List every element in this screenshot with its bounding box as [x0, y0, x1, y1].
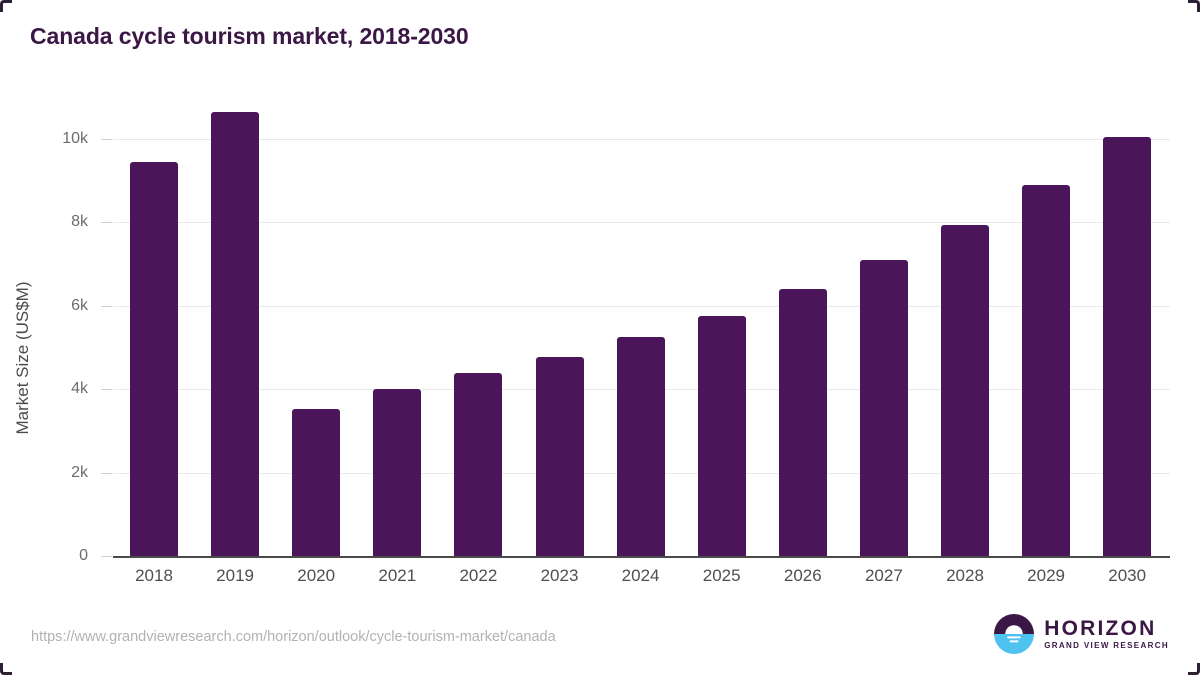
bar-2020[interactable] [292, 408, 341, 556]
bar-2028[interactable] [941, 224, 989, 556]
gridline [113, 305, 1170, 307]
bar-2021[interactable] [373, 388, 422, 556]
y-axis-tick-mark [101, 472, 112, 474]
gridline [113, 222, 1170, 224]
y-axis-tick-mark [101, 139, 112, 140]
gridline [113, 139, 1170, 140]
bar-2023[interactable] [535, 357, 584, 556]
y-axis-tick-label: 0 [79, 547, 88, 564]
x-axis-tick-label-2021: 2021 [378, 566, 417, 585]
x-axis-tick-label-2026: 2026 [783, 566, 822, 585]
x-axis-tick-label-2024: 2024 [621, 566, 660, 585]
horizon-logo-text: HORIZON GRAND VIEW RESEARCH [1044, 618, 1169, 650]
y-axis-tick-label: 8k [71, 213, 88, 231]
x-axis-tick-label-2030: 2030 [1108, 566, 1147, 585]
y-axis-tick-mark [101, 389, 112, 391]
horizon-logo-icon [994, 614, 1035, 654]
x-axis-tick-label-2029: 2029 [1027, 566, 1065, 585]
x-axis-tick-label-2028: 2028 [946, 566, 984, 585]
bar-2025[interactable] [697, 315, 746, 556]
bar-2029[interactable] [1022, 184, 1071, 556]
source-url[interactable]: https://www.grandviewresearch.com/horizo… [31, 629, 556, 645]
x-axis-tick-label-2020: 2020 [297, 566, 336, 585]
frame-corner-top-right [1188, 0, 1200, 12]
logo-tagline: GRAND VIEW RESEARCH [1044, 641, 1169, 650]
page-title: Canada cycle tourism market, 2018-2030 [30, 23, 469, 49]
x-axis-tick-label-2027: 2027 [864, 566, 903, 585]
bar-2018[interactable] [130, 161, 178, 556]
bar-2019[interactable] [211, 111, 260, 556]
y-axis-tick-label: 10k [62, 130, 88, 147]
bar-2022[interactable] [454, 372, 503, 556]
y-axis-tick-mark [101, 305, 112, 307]
x-axis-line [113, 556, 1170, 558]
bar-2024[interactable] [616, 337, 665, 556]
x-axis-tick-label-2023: 2023 [540, 566, 579, 585]
y-axis-tick-mark [101, 222, 112, 224]
plot-area [101, 111, 1170, 557]
x-axis-tick-label-2018: 2018 [135, 566, 173, 585]
y-axis-tick-label: 6k [71, 296, 88, 314]
y-axis-tick-label: 2k [71, 463, 88, 481]
frame-corner-bottom-right [1188, 663, 1200, 675]
x-axis-tick-label-2019: 2019 [216, 566, 254, 585]
frame-corner-top-left [0, 0, 12, 12]
y-axis-tick-label: 4k [71, 380, 88, 398]
bar-2026[interactable] [778, 289, 827, 556]
horizon-logo[interactable]: HORIZON GRAND VIEW RESEARCH [994, 614, 1169, 654]
logo-wordmark: HORIZON [1044, 617, 1157, 640]
y-axis-tick-mark [101, 556, 112, 557]
frame-corner-bottom-left [0, 663, 12, 675]
bar-2030[interactable] [1103, 136, 1152, 556]
bar-2027[interactable] [859, 259, 908, 556]
x-axis-tick-label-2025: 2025 [702, 566, 741, 585]
x-axis-tick-label-2022: 2022 [459, 566, 498, 585]
